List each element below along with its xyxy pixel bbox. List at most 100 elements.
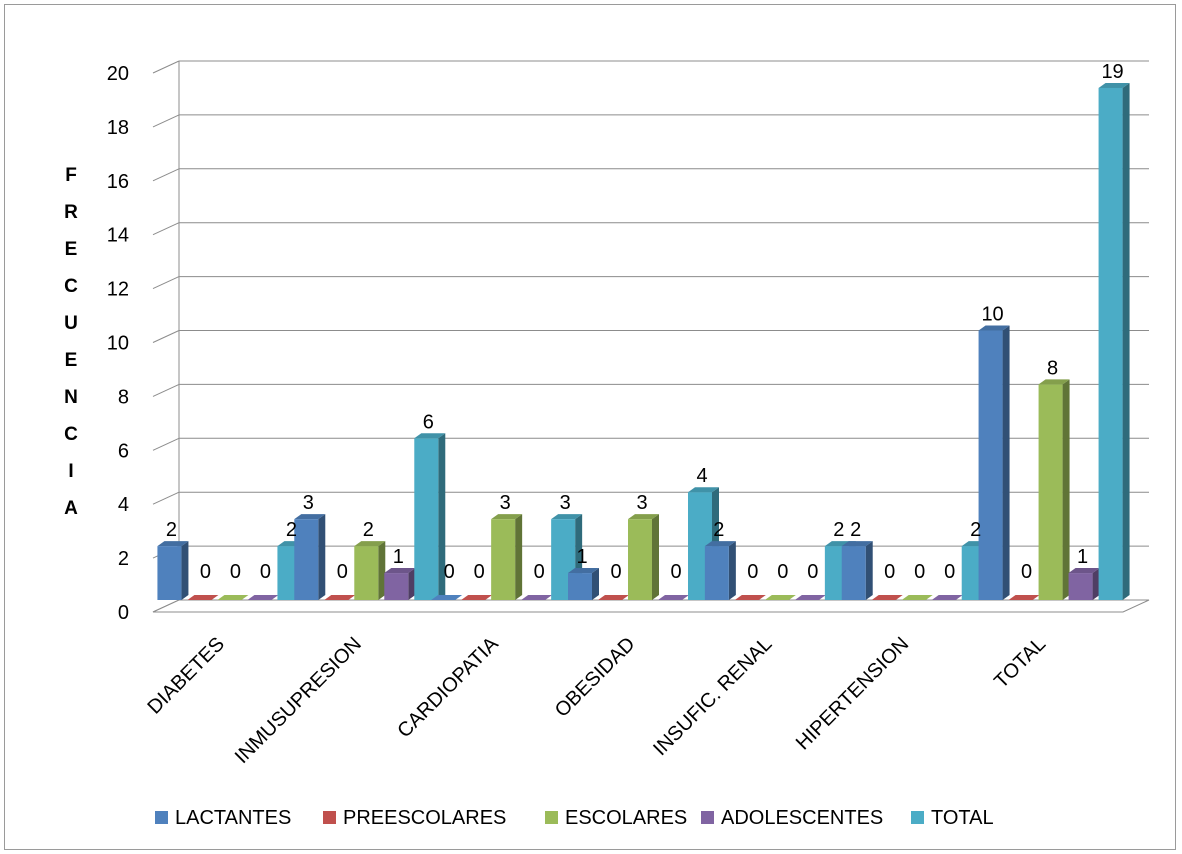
legend-swatch [911,811,924,824]
bar-adolescentes-1 [384,568,415,600]
bar-adolescentes-5 [932,595,963,600]
bar-zero [247,595,278,600]
data-label: 3 [636,492,647,514]
gridline-diag [153,169,179,181]
bar-zero [902,595,933,600]
bar-adolescentes-6 [1069,568,1100,600]
bar-zero [598,595,629,600]
y-tick-label: 2 [118,548,129,570]
data-label: 2 [713,519,724,541]
bar-escolares-4 [765,595,796,600]
bar-preescolares-4 [735,595,766,600]
data-label: 2 [363,519,374,541]
data-label: 0 [747,561,758,583]
bar-preescolares-5 [872,595,903,600]
bar-preescolares-6 [1009,595,1040,600]
data-label: 4 [696,465,707,487]
bar-zero [324,595,355,600]
data-label: 0 [260,561,271,583]
y-tick-label: 6 [118,440,129,462]
y-axis-ticks: 0 2 4 6 8 10 12 14 16 18 20 [107,63,129,624]
y-axis-label-letter: C [64,276,78,297]
data-label: 0 [337,561,348,583]
data-label: 0 [1021,561,1032,583]
gridline-diag [153,331,179,343]
bar-lactantes-1 [294,514,325,600]
data-label: 3 [560,492,571,514]
y-axis-label-letter: A [64,498,78,519]
bar-adolescentes-0 [247,595,278,600]
data-label: 6 [423,411,434,433]
bar-total-1 [414,433,445,600]
data-label: 0 [444,561,455,583]
legend-swatch [323,811,336,824]
legend-entry: LACTANTES [175,807,291,829]
gridline-diag [153,115,179,127]
y-axis-label-letter: C [64,424,78,445]
data-label: 0 [610,561,621,583]
bar-face [705,546,729,600]
bar-side [729,541,736,600]
y-axis-label: FRECUENCIA [64,165,78,519]
legend-entry: ESCOLARES [565,807,687,829]
bar-face [157,546,181,600]
legend-swatch [701,811,714,824]
bar-preescolares-2 [461,595,492,600]
bar-lactantes-3 [568,568,599,600]
data-label: 0 [914,561,925,583]
bar-adolescentes-3 [658,595,689,600]
legend-entry: TOTAL [931,807,994,829]
category-label: HIPERTENSION [792,633,913,754]
bar-face [414,438,438,600]
y-tick-label: 8 [118,386,129,408]
y-axis-label-letter: U [64,313,78,334]
bar-face [628,519,652,600]
y-tick-label: 16 [107,171,129,193]
bar-face [979,331,1003,601]
bar-side [1093,568,1100,600]
data-label: 10 [981,304,1003,326]
bar-escolares-6 [1039,379,1070,600]
bar-zero [765,595,796,600]
data-label: 0 [200,561,211,583]
data-label: 1 [576,546,587,568]
data-label: 2 [166,519,177,541]
data-label: 0 [474,561,485,583]
bar-escolares-3 [628,514,659,600]
data-label: 1 [1077,546,1088,568]
bar-zero [735,595,766,600]
data-label: 1 [393,546,404,568]
y-tick-label: 0 [118,602,129,624]
bar-face [294,519,318,600]
bar-escolares-0 [217,595,248,600]
bar-side [652,514,659,600]
y-axis-label-letter: I [68,461,73,482]
gridline-diag [153,277,179,289]
data-label: 19 [1101,61,1123,83]
bar-side [515,514,522,600]
y-tick-label: 18 [107,117,129,139]
y-tick-label: 14 [107,225,129,247]
bar-face [384,573,408,600]
data-label: 8 [1047,357,1058,379]
data-label: 0 [230,561,241,583]
bar-adolescentes-4 [795,595,826,600]
data-label: 2 [970,519,981,541]
bar-preescolares-0 [187,595,218,600]
gridline-diag [153,223,179,235]
legend-entry: ADOLESCENTES [721,807,883,829]
bar-face [1069,573,1093,600]
data-label: 0 [670,561,681,583]
data-label: 2 [833,519,844,541]
category-label: INSUFIC. RENAL [649,633,776,760]
y-tick-label: 12 [107,279,129,301]
y-tick-label: 4 [118,494,129,516]
bar-side [318,514,325,600]
data-label: 0 [807,561,818,583]
floor-plane [153,600,1149,612]
data-label: 3 [303,492,314,514]
category-label: OBESIDAD [551,633,640,722]
bar-side [1003,326,1010,601]
